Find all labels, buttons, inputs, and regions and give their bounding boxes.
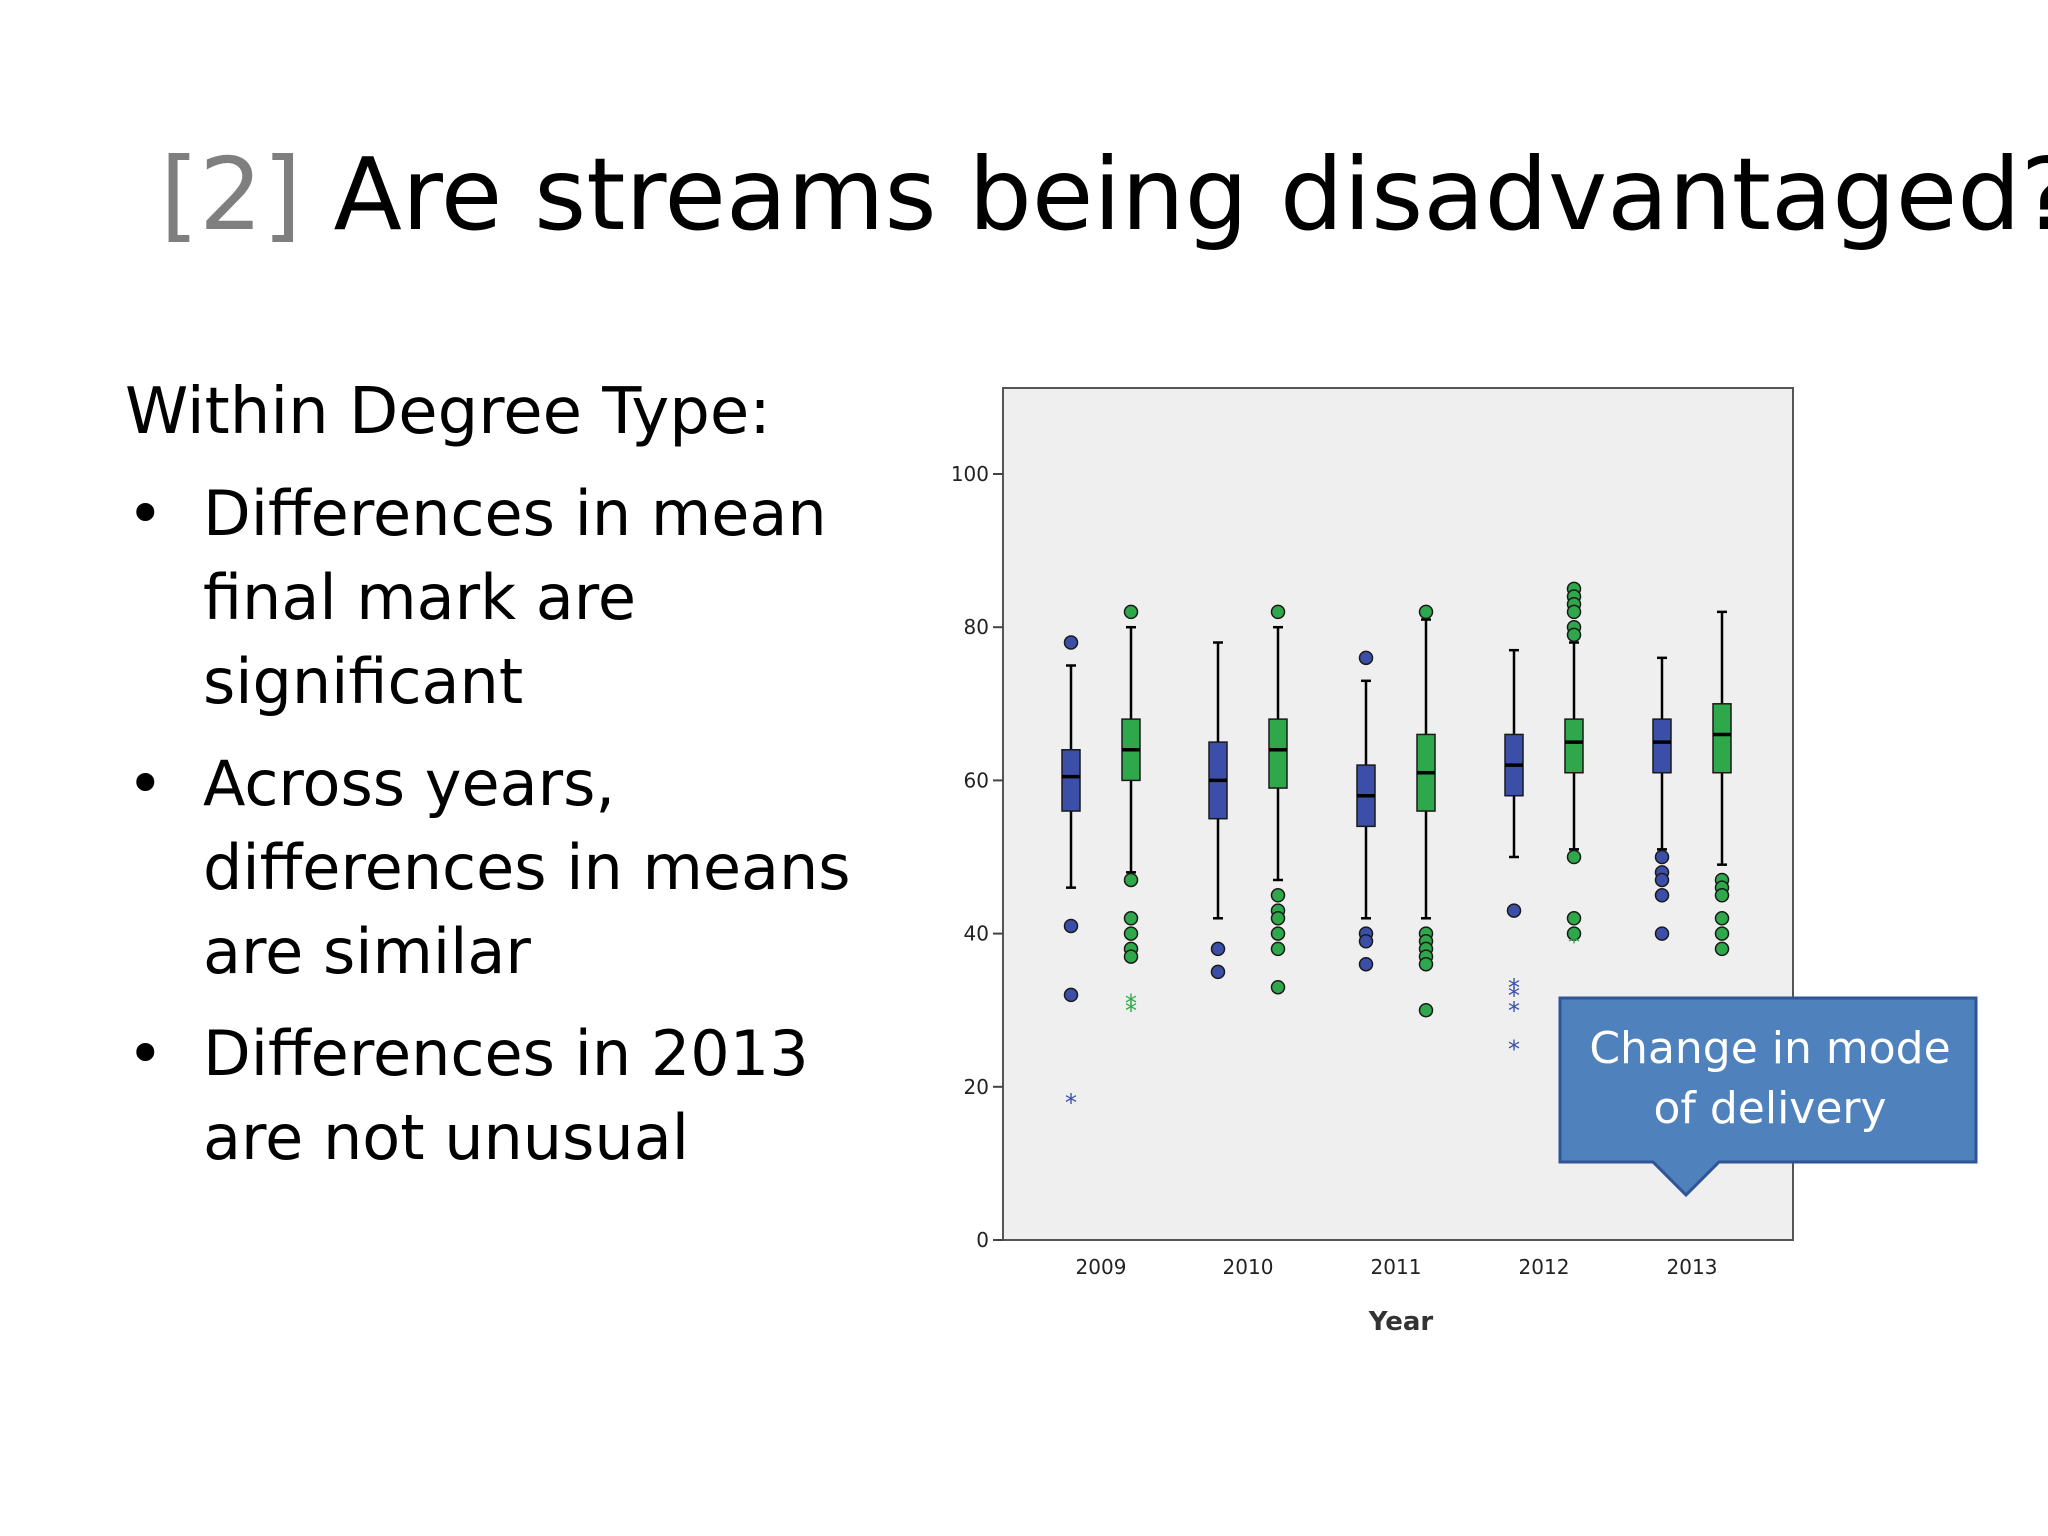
outlier-point [1506, 903, 1522, 918]
outlier-point [1123, 949, 1139, 964]
outlier-point [1566, 911, 1582, 926]
outlier-point [1063, 635, 1079, 650]
callout-shape [1558, 996, 1978, 1198]
y-tick-label: 80 [964, 615, 989, 639]
box [1268, 718, 1288, 789]
extreme-point: * [1125, 990, 1137, 1018]
callout-text: Change in mode of delivery [1589, 1023, 1951, 1134]
extreme-point: * [1508, 974, 1520, 1002]
extreme-point: * [1508, 1036, 1520, 1064]
outlier-point [1566, 849, 1582, 865]
title-text: Are streams being disadvantaged? [333, 136, 2048, 253]
x-tick-label: 2010 [1223, 1255, 1274, 1279]
x-tick-label: 2013 [1667, 1255, 1718, 1279]
outlier-point [1123, 926, 1139, 941]
y-tick-label: 0 [976, 1228, 989, 1252]
y-tick-label: 60 [964, 768, 989, 792]
outlier-point [1270, 888, 1286, 903]
outlier-point [1270, 926, 1286, 941]
outlier-point [1654, 888, 1670, 903]
extreme-point: * [1125, 997, 1137, 1025]
outlier-point [1123, 872, 1139, 888]
outlier-point [1566, 627, 1582, 643]
bullet-item: • Differences in 2013 are not unusual [125, 1012, 875, 1180]
outlier-point [1063, 918, 1079, 934]
outlier-point [1358, 650, 1374, 666]
outlier-point [1358, 934, 1374, 949]
outlier-point [1654, 926, 1670, 941]
outlier-point [1270, 941, 1286, 957]
title-number: [2] [160, 136, 302, 253]
bullet-list: • Differences in mean final mark are sign… [125, 472, 875, 1198]
outlier-point [1270, 604, 1286, 620]
x-tick-label: 2012 [1519, 1255, 1570, 1279]
outlier-point [1270, 979, 1286, 995]
bullet-item: • Differences in mean final mark are sign… [125, 472, 875, 724]
outlier-point [1714, 911, 1730, 926]
outlier-point [1566, 926, 1582, 941]
outlier-point [1210, 941, 1226, 957]
extreme-point: * [1065, 1089, 1077, 1117]
y-tick-label: 40 [964, 922, 989, 946]
box [1061, 749, 1081, 812]
y-tick-label: 100 [951, 462, 989, 486]
bullet-glyph: • [127, 477, 164, 550]
extreme-point: * [1508, 997, 1520, 1025]
box [1652, 718, 1672, 774]
outlier-point [1418, 1002, 1434, 1018]
bullet-text: Differences in 2013 are not unusual [203, 1017, 809, 1174]
bullet-item: • Across years, differences in means are … [125, 742, 875, 994]
extreme-point: * [1508, 982, 1520, 1010]
extreme-point: * [1568, 928, 1580, 956]
outlier-point [1358, 956, 1374, 972]
outlier-point [1270, 911, 1286, 926]
x-tick-label: 2009 [1076, 1255, 1127, 1279]
box [1712, 703, 1732, 774]
outlier-point [1714, 941, 1730, 957]
outlier-point [1714, 888, 1730, 903]
bullet-glyph: • [127, 1017, 164, 1090]
outlier-point [1123, 604, 1139, 620]
y-tick-label: 20 [964, 1075, 989, 1099]
box [1564, 718, 1584, 774]
bullet-glyph: • [127, 747, 164, 820]
outlier-point [1566, 604, 1582, 620]
bullet-text: Across years, differences in means are s… [203, 747, 851, 988]
outlier-point [1714, 926, 1730, 941]
outlier-point [1654, 872, 1670, 888]
outlier-point [1418, 604, 1434, 620]
lead-text: Within Degree Type: [125, 375, 771, 449]
x-axis-label: Year [1368, 1307, 1434, 1337]
x-tick-label: 2011 [1371, 1255, 1422, 1279]
outlier-point [1063, 987, 1079, 1003]
outlier-point [1654, 849, 1670, 865]
slide-title: [2] Are streams being disadvantaged? [160, 125, 2048, 265]
outlier-point [1418, 956, 1434, 972]
bullet-text: Differences in mean final mark are signi… [203, 477, 827, 718]
outlier-point [1210, 964, 1226, 980]
outlier-point [1123, 911, 1139, 926]
